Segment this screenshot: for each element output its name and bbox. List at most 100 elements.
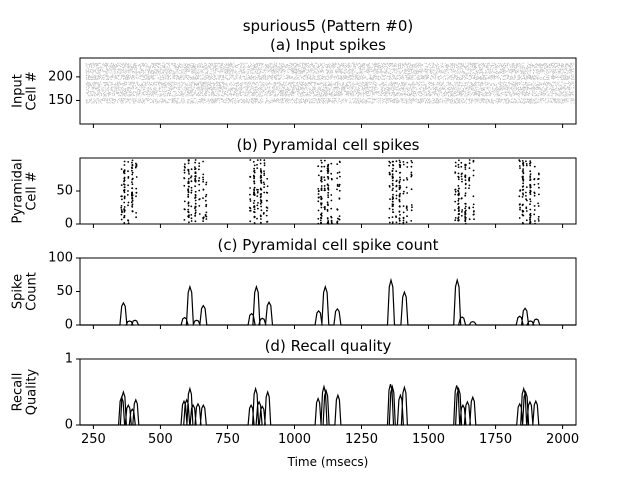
input-spike [493,92,495,94]
input-spike [398,84,399,86]
input-spike [314,98,316,99]
input-spike [345,78,347,79]
input-spike [441,88,443,90]
input-spike [214,95,216,97]
input-spike [522,82,524,83]
input-spike [421,98,423,100]
input-spike [189,84,190,86]
input-spike [340,85,342,86]
input-spike [456,82,458,84]
input-spike [153,100,155,102]
input-spike [178,102,180,104]
input-spike [510,94,512,96]
input-spike [406,93,408,95]
input-spike [450,95,452,96]
input-spike [164,98,166,100]
input-spike [296,83,298,85]
input-spike [335,95,337,96]
input-spike [102,91,104,93]
input-spike [97,74,99,76]
input-spike [105,85,106,86]
input-spike [308,82,310,84]
input-spike [299,75,301,77]
input-spike [163,78,165,80]
input-spike [343,82,345,84]
input-spike [351,99,353,100]
input-spike [225,90,227,92]
input-spike [454,102,455,104]
input-spike [440,98,441,100]
input-spike [455,86,457,88]
input-spike [485,81,487,83]
input-spike [489,101,490,103]
input-spike [563,94,565,96]
input-spike [418,101,420,103]
input-spike [200,83,202,85]
input-spike [557,83,559,84]
input-spike [315,95,317,96]
input-spike [254,92,256,94]
input-spike [138,102,140,104]
input-spike [442,87,444,89]
input-spike [529,100,530,102]
input-spike [136,94,138,96]
input-spike [307,74,309,76]
input-spike [238,100,240,102]
input-spike [239,92,241,94]
input-spike [537,86,538,88]
input-spike [540,100,542,101]
input-spike [92,101,94,103]
input-spike [188,92,190,94]
input-spike [416,94,417,96]
input-spike [329,88,330,90]
input-spike [165,77,167,79]
input-spike [107,75,109,77]
input-spike [305,76,307,78]
input-spike [413,87,415,89]
input-spike [350,74,352,76]
input-spike [191,95,193,96]
input-spike [354,94,356,96]
input-spike [555,84,557,86]
input-spike [181,81,182,83]
input-spike [161,82,163,83]
input-spike [408,95,410,96]
input-spike [349,88,351,90]
input-spike [367,84,369,86]
input-spike [341,99,343,101]
input-spike [509,93,510,94]
input-spike [266,82,268,84]
input-spike [337,87,339,89]
input-spike [304,74,305,76]
input-spike [395,98,397,100]
input-spike [329,84,330,86]
input-spike [372,98,373,100]
input-spike [167,77,169,79]
input-spike [188,79,189,81]
input-spike [302,85,303,87]
input-spike [516,94,518,95]
input-spike [142,93,144,94]
input-spike [277,100,279,101]
input-spike [547,87,549,89]
input-spike [281,91,283,93]
input-spike [424,95,426,97]
input-spike [255,97,257,99]
input-spike [468,100,470,102]
input-spike [126,93,128,95]
input-spike [556,94,558,96]
input-spike [165,81,167,83]
input-spike [276,101,278,103]
input-spike [445,94,447,96]
input-spike [345,93,347,95]
input-spike [111,76,113,78]
input-spike [545,93,546,94]
input-spike [515,101,517,103]
input-spike [225,78,227,79]
input-spike [421,93,422,94]
input-spike [210,99,211,100]
input-spike [149,77,150,79]
input-spike [432,83,434,85]
input-spike [333,83,335,85]
input-spike [101,100,103,101]
